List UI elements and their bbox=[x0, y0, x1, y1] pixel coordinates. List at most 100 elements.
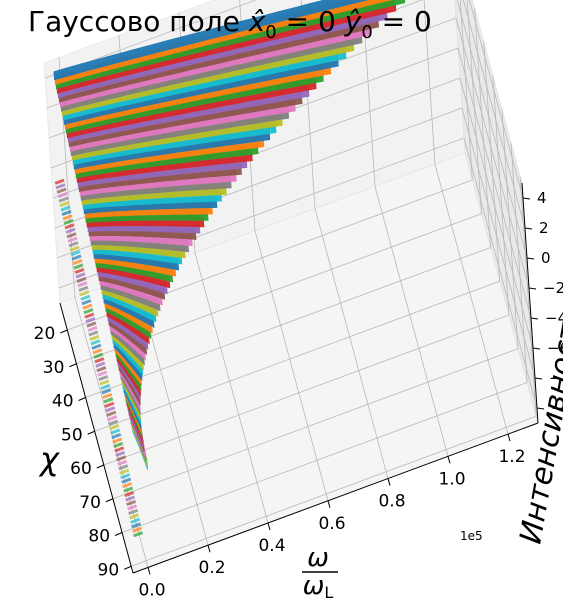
grid-line-z bbox=[459, 77, 534, 349]
surface-edge-mark bbox=[73, 263, 84, 270]
y-tick-label: 1.2 bbox=[498, 447, 525, 467]
grid-line-x bbox=[510, 142, 528, 383]
grid-line-z bbox=[455, 17, 530, 289]
surface-edge-mark bbox=[78, 285, 89, 292]
surface-edge-mark bbox=[96, 366, 107, 373]
surface-edge-mark bbox=[83, 308, 94, 315]
surface-edge-mark bbox=[129, 513, 140, 520]
surface-edge-mark bbox=[111, 432, 122, 440]
z-tick-label: −6 bbox=[547, 339, 563, 357]
x-tick bbox=[105, 498, 114, 503]
surface-edge-mark bbox=[93, 352, 104, 359]
y-tick-label: 0.6 bbox=[318, 514, 345, 534]
x-axis-line bbox=[59, 302, 134, 574]
y-axis-title-numerator: ω bbox=[307, 543, 329, 573]
grid-line-y bbox=[254, 230, 329, 501]
z-tick-label: −2 bbox=[543, 279, 563, 297]
y-tick-label: 0.0 bbox=[138, 580, 165, 600]
surface-edge-mark bbox=[74, 267, 85, 275]
z-tick bbox=[528, 287, 537, 290]
y-tick bbox=[447, 456, 451, 464]
surface-edge-mark bbox=[121, 477, 132, 484]
surface-edge-mark bbox=[110, 428, 121, 435]
surface-edge-mark bbox=[59, 200, 70, 208]
surface-edge-mark bbox=[85, 316, 96, 324]
surface-edge-mark bbox=[61, 209, 72, 217]
x-tick-label: 30 bbox=[43, 358, 65, 378]
z-tick bbox=[530, 317, 539, 320]
surface-edge-mark bbox=[118, 464, 129, 471]
surface-edge-mark bbox=[66, 232, 77, 239]
surface-edge-mark bbox=[68, 241, 79, 248]
z-tick-label: 0 bbox=[541, 249, 551, 267]
y-tick-label: 1.0 bbox=[438, 469, 465, 489]
y-tick-label: 0.4 bbox=[258, 536, 285, 556]
surface-edge-mark bbox=[55, 183, 66, 190]
surface-edge-mark bbox=[84, 312, 95, 319]
z-tick bbox=[524, 227, 533, 230]
y-tick bbox=[507, 433, 511, 442]
surface-edge-mark bbox=[86, 321, 97, 328]
grid-line-x bbox=[501, 108, 519, 349]
grid-line-y bbox=[314, 208, 389, 479]
x-tick bbox=[96, 464, 104, 469]
grid-line-z bbox=[457, 47, 532, 319]
surface-edge-mark bbox=[76, 276, 87, 283]
surface-edge-mark bbox=[94, 357, 105, 364]
y-axis-line bbox=[132, 422, 539, 574]
surface-edge-mark bbox=[89, 334, 100, 341]
surface-edge-mark bbox=[120, 473, 131, 480]
surface-edge-mark bbox=[122, 482, 133, 489]
surface-edge-mark bbox=[107, 415, 118, 422]
surface-edge-mark bbox=[113, 441, 124, 449]
grid-line-x bbox=[483, 41, 501, 282]
surface-edge-mark bbox=[56, 187, 67, 194]
surface-edge-mark bbox=[124, 490, 135, 498]
x-tick bbox=[78, 397, 86, 401]
surface-edge-mark bbox=[128, 508, 139, 515]
surface-edge-mark bbox=[70, 250, 81, 257]
surface-edge-mark bbox=[81, 299, 92, 306]
axes: 20304050607080900.00.20.40.60.81.01.2−10… bbox=[34, 182, 563, 600]
z-tick-label: −4 bbox=[545, 309, 563, 327]
y-tick bbox=[387, 478, 391, 486]
grid-line-x bbox=[492, 74, 510, 316]
surface-edge-mark bbox=[100, 383, 111, 391]
x-axis-title: χ bbox=[38, 440, 60, 478]
grid-line-y bbox=[374, 186, 449, 457]
surface-edge-mark bbox=[99, 379, 110, 386]
surface-edge-mark bbox=[131, 522, 142, 529]
grid-line-x bbox=[459, 0, 473, 181]
surface-edge-mark bbox=[102, 392, 113, 399]
surface-edge-mark bbox=[92, 348, 103, 355]
grid-line-x bbox=[121, 382, 528, 533]
surface-edge-mark bbox=[64, 223, 75, 230]
y-tick-label: 0.2 bbox=[198, 558, 225, 578]
surface-edge-mark bbox=[60, 205, 71, 212]
surface-edge-mark bbox=[126, 499, 137, 507]
surface-edge-mark bbox=[125, 495, 136, 502]
surface-edge-mark bbox=[75, 272, 86, 279]
surface-edge-mark bbox=[105, 406, 116, 413]
z-tick-label: −8 bbox=[549, 369, 563, 387]
z-axis-line bbox=[521, 182, 539, 424]
z-tick bbox=[526, 257, 535, 260]
grid-lines bbox=[44, 0, 538, 568]
grid-line-z bbox=[44, 0, 257, 79]
surface-sheet bbox=[53, 0, 369, 81]
grid-line-y bbox=[194, 252, 269, 524]
grid-line-x bbox=[112, 348, 519, 500]
surface-edge-mark bbox=[79, 290, 90, 297]
surface-edge-mark bbox=[95, 361, 106, 368]
y-axis-title: ω ωL bbox=[302, 543, 338, 602]
surface-edge-mark bbox=[54, 178, 65, 185]
surface-edge-mark bbox=[62, 214, 73, 221]
x-tick-label: 90 bbox=[98, 560, 120, 580]
surface-edge-mark bbox=[71, 254, 82, 261]
surface-edge-mark bbox=[91, 343, 102, 350]
surface-edge-mark bbox=[63, 218, 74, 225]
x-tick bbox=[69, 363, 77, 368]
grid-line-x bbox=[474, 7, 491, 248]
grid-line-z bbox=[463, 137, 538, 409]
